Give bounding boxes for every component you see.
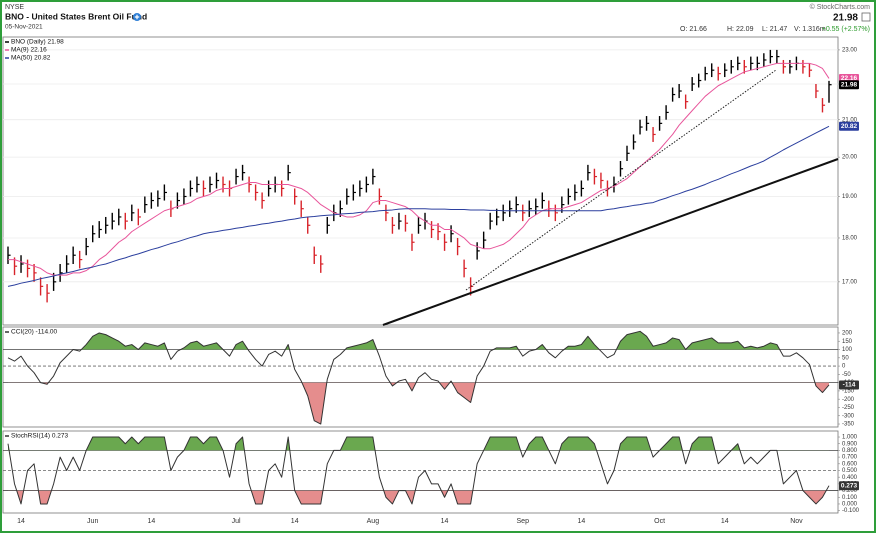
chart-title: BNO - United States Brent Oil Fund	[5, 11, 147, 21]
y-tick-label: -300	[842, 413, 855, 419]
y-tick-label: 20.00	[842, 155, 858, 161]
x-tick-label: Aug	[367, 518, 380, 525]
x-tick-label: 14	[721, 518, 729, 525]
trendline	[382, 158, 839, 326]
legend-label: MA(9) 22.16	[11, 47, 47, 54]
chart-date: 05-Nov-2021	[5, 24, 43, 31]
series-line	[7, 330, 830, 425]
x-tick-label: 14	[17, 518, 25, 525]
quote-low: L: 21.47	[762, 26, 787, 33]
plot-layer: 17.0018.0019.0020.0021.0022.0023.0020015…	[3, 47, 860, 514]
y-tick-label: 0	[842, 364, 846, 370]
panel-plot	[3, 436, 838, 505]
y-tick-label: 1.000	[842, 435, 858, 441]
last-value-label: 21.98	[841, 81, 858, 88]
legend-label: BNO (Daily) 21.98	[11, 39, 64, 46]
panel-plot	[3, 49, 838, 303]
y-tick-label: -0.100	[842, 508, 860, 514]
last-value-box	[839, 121, 859, 131]
overbought-fill	[81, 331, 780, 350]
series-line	[7, 125, 830, 287]
trendline-dotted	[465, 69, 777, 291]
y-tick-label: 150	[842, 339, 853, 345]
y-tick-label: 0.400	[842, 475, 858, 481]
add-icon-plus	[134, 14, 140, 20]
price-panel	[2, 36, 839, 326]
credit: © StockCharts.com	[810, 3, 871, 11]
y-tick-label: -200	[842, 397, 855, 403]
quote-high: H: 22.09	[727, 26, 754, 33]
y-tick-label: 50	[842, 355, 849, 361]
y-tick-label: 23.00	[842, 47, 858, 53]
legend-label: MA(50) 20.82	[11, 55, 51, 62]
quote-volume: V: 1.316m	[794, 26, 826, 33]
panel-plot	[3, 330, 838, 425]
y-tick-label: 0.000	[842, 502, 858, 508]
x-tick-label: Nov	[790, 518, 803, 525]
last-value-label: 0.273	[841, 482, 858, 489]
y-tick-label: 100	[842, 347, 853, 353]
x-tick-label: Oct	[654, 518, 665, 525]
y-tick-label: 0.500	[842, 468, 858, 474]
last-value-box	[839, 380, 859, 390]
x-tick-label: Jun	[87, 518, 98, 525]
legend-label: CCI(20) -114.00	[11, 329, 58, 336]
y-tick-label: 0.600	[842, 461, 858, 467]
y-tick-label: -350	[842, 422, 855, 428]
y-tick-label: 21.00	[842, 117, 858, 123]
quote-open: O: 21.66	[680, 26, 707, 33]
x-tick-label: 14	[291, 518, 299, 525]
y-tick-label: -250	[842, 405, 855, 411]
x-tick-label: Sep	[517, 518, 530, 525]
last-value-label: 20.82	[841, 123, 858, 130]
y-tick-label: 0.700	[842, 455, 858, 461]
y-tick-label: 17.00	[842, 279, 858, 285]
y-tick-label: 19.00	[842, 194, 858, 200]
label-layer: 14 Jun 14 Jul 14 Aug 14 Sep 14 Oct 14 Nov BNO (Daily…	[5, 39, 859, 525]
series-line	[7, 436, 830, 505]
x-tick-label: Jul	[232, 518, 241, 525]
menu-icon[interactable]	[861, 12, 871, 22]
y-tick-label: 200	[842, 331, 853, 337]
price-change: +0.55 (+2.57%)	[822, 26, 870, 33]
y-tick-label: -150	[842, 388, 855, 394]
last-price: 21.98	[833, 13, 858, 24]
last-value-label: -114	[843, 382, 856, 389]
y-tick-label: 0.800	[842, 448, 858, 454]
series-line	[8, 62, 830, 276]
x-tick-label: 14	[441, 518, 449, 525]
y-tick-label: -50	[842, 372, 851, 378]
legend-label: StochRSI(14) 0.273	[11, 433, 68, 440]
y-tick-label: 0.100	[842, 495, 858, 501]
exchange: NYSE	[5, 4, 24, 11]
y-tick-label: 0.900	[842, 441, 858, 447]
x-tick-label: 14	[147, 518, 155, 525]
y-tick-label: 0.200	[842, 488, 858, 494]
last-value-label: 22.16	[841, 75, 858, 82]
overbought-fill	[8, 437, 829, 451]
y-tick-label: 18.00	[842, 236, 858, 242]
x-tick-label: 14	[577, 518, 585, 525]
last-value-box	[839, 80, 859, 90]
last-value-box	[839, 481, 859, 491]
